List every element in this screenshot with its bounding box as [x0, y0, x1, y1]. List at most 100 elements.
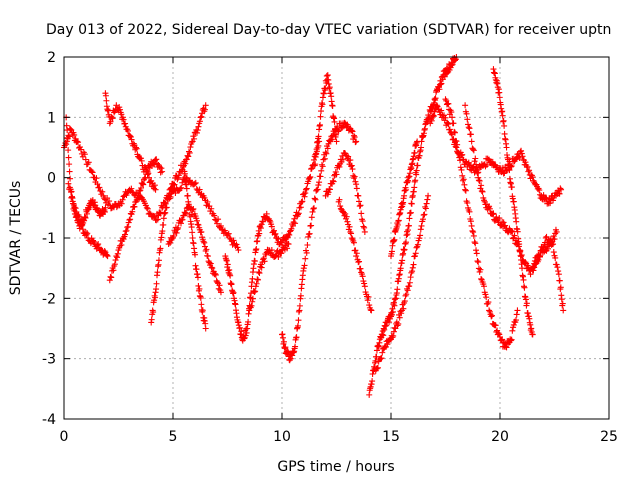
data-point: [418, 144, 425, 151]
data-point: [106, 198, 113, 205]
data-point: [486, 205, 493, 212]
data-point: [418, 222, 425, 229]
data-point: [310, 205, 317, 212]
data-point: [475, 174, 482, 181]
data-point: [209, 265, 216, 272]
data-point: [166, 193, 173, 200]
data-point: [148, 316, 155, 323]
data-point: [123, 227, 130, 234]
data-point: [72, 205, 79, 212]
series-track-u: [490, 66, 536, 338]
data-point: [127, 133, 134, 140]
data-point: [411, 253, 418, 260]
data-point: [389, 308, 396, 315]
data-point: [124, 223, 131, 230]
data-point: [472, 240, 479, 247]
y-tick-label: -4: [42, 412, 56, 428]
series-track-l: [311, 72, 340, 169]
series-track-m: [322, 149, 368, 235]
data-point: [192, 179, 199, 186]
series-track-v: [529, 233, 567, 314]
data-point: [364, 297, 371, 304]
grid-lines: [64, 57, 609, 419]
data-point: [96, 184, 103, 191]
data-point: [359, 218, 366, 225]
data-point: [315, 182, 322, 189]
data-point: [417, 226, 424, 233]
data-point: [108, 274, 115, 281]
data-point: [476, 177, 483, 184]
data-point: [124, 127, 131, 134]
data-point: [245, 310, 252, 317]
data-point: [216, 282, 223, 289]
data-point: [477, 266, 484, 273]
data-point: [202, 102, 209, 109]
data-point: [153, 156, 160, 163]
data-point: [215, 216, 222, 223]
data-point: [78, 222, 85, 229]
data-point: [163, 204, 170, 211]
data-point: [417, 232, 424, 239]
data-point: [196, 186, 203, 193]
data-point: [187, 144, 194, 151]
data-point: [438, 107, 445, 114]
data-point: [400, 305, 407, 312]
data-point: [159, 203, 166, 210]
data-point: [319, 101, 326, 108]
data-point: [82, 156, 89, 163]
data-point: [67, 175, 74, 182]
data-point: [318, 167, 325, 174]
data-point: [255, 269, 262, 276]
data-point: [397, 265, 404, 272]
series-track-h: [180, 162, 209, 332]
data-point: [388, 311, 395, 318]
data-point: [101, 248, 108, 255]
data-point: [258, 264, 265, 271]
data-point: [312, 196, 319, 203]
data-point: [343, 213, 350, 220]
data-point: [390, 332, 397, 339]
data-point: [143, 204, 150, 211]
data-point: [313, 187, 320, 194]
data-point: [158, 165, 165, 172]
data-point: [350, 132, 357, 139]
data-point: [214, 279, 221, 286]
data-point: [535, 256, 542, 263]
data-point: [157, 169, 164, 176]
data-point: [154, 269, 161, 276]
data-point: [350, 239, 357, 246]
data-point: [183, 185, 190, 192]
data-point: [128, 185, 135, 192]
data-point: [107, 118, 114, 125]
x-tick-label: 0: [60, 429, 69, 445]
data-point: [336, 163, 343, 170]
data-point: [94, 181, 101, 188]
data-point: [351, 173, 358, 180]
data-point: [303, 249, 310, 256]
data-point: [162, 199, 169, 206]
data-point: [223, 257, 230, 264]
data-point: [384, 341, 391, 348]
data-point: [308, 222, 315, 229]
data-point: [249, 298, 256, 305]
data-point: [111, 109, 118, 116]
data-point: [271, 227, 278, 234]
data-point: [252, 288, 259, 295]
data-point: [425, 192, 432, 199]
data-point: [510, 198, 517, 205]
data-point: [406, 279, 413, 286]
series-track-e: [106, 156, 166, 284]
data-point: [272, 230, 279, 237]
data-point: [542, 194, 549, 201]
data-point: [138, 185, 145, 192]
data-point: [355, 192, 362, 199]
data-point: [558, 296, 565, 303]
data-point: [66, 168, 73, 175]
data-point: [395, 320, 402, 327]
data-point: [306, 174, 313, 181]
data-point: [536, 187, 543, 194]
data-point: [303, 185, 310, 192]
data-point: [386, 319, 393, 326]
y-tick-label: -3: [42, 352, 56, 368]
